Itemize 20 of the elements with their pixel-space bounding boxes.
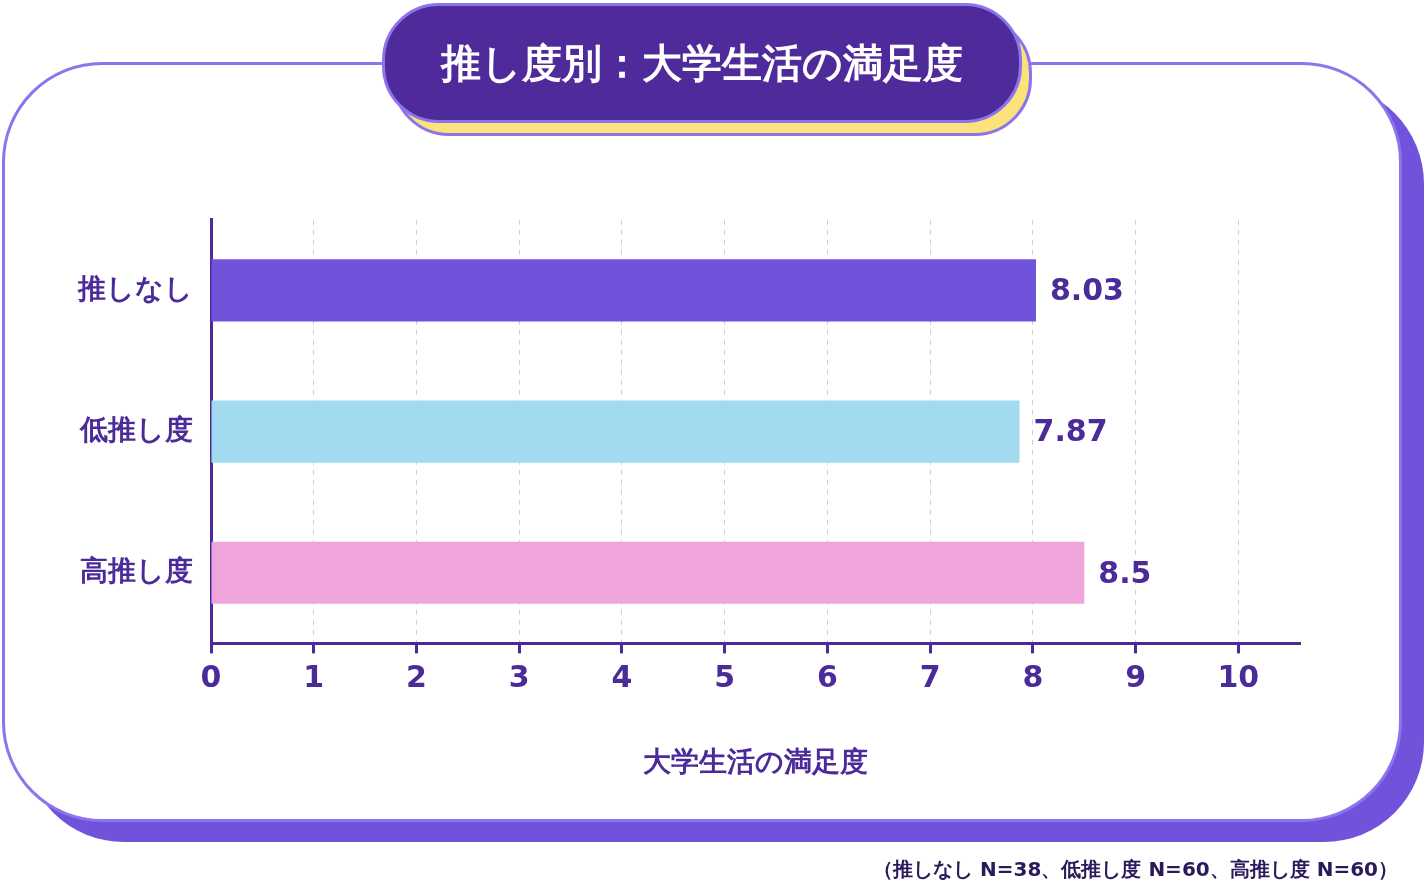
x-axis-title: 大学生活の満足度 (643, 745, 868, 779)
text: （推しなし N=38、低推し度 N=60、高推し度 N=60） (873, 856, 1398, 883)
x-tick-label: 6 (816, 659, 838, 695)
data-label: 8.03 (1049, 272, 1124, 308)
x-tick-label: 8 (1022, 659, 1044, 695)
y-tick-label: 低推し度 (79, 412, 193, 446)
x-tick-label: 0 (200, 659, 222, 695)
x-tick-label: 5 (714, 659, 736, 695)
y-tick-label: 高推し度 (80, 554, 193, 588)
x-tick-label: 1 (303, 659, 325, 695)
y-tick-label: 推しなし (77, 271, 193, 305)
x-tick-label: 10 (1217, 659, 1260, 695)
data-label: 7.87 (1033, 413, 1108, 449)
x-tick-label: 4 (611, 659, 633, 695)
x-tick-label: 3 (508, 659, 530, 695)
data-label: 8.5 (1098, 554, 1152, 590)
x-tick-label: 9 (1125, 659, 1147, 695)
x-tick-label: 7 (919, 659, 941, 695)
chart-title: 推し度別：大学生活の満足度 (382, 3, 1022, 123)
x-tick-label: 2 (406, 659, 427, 695)
